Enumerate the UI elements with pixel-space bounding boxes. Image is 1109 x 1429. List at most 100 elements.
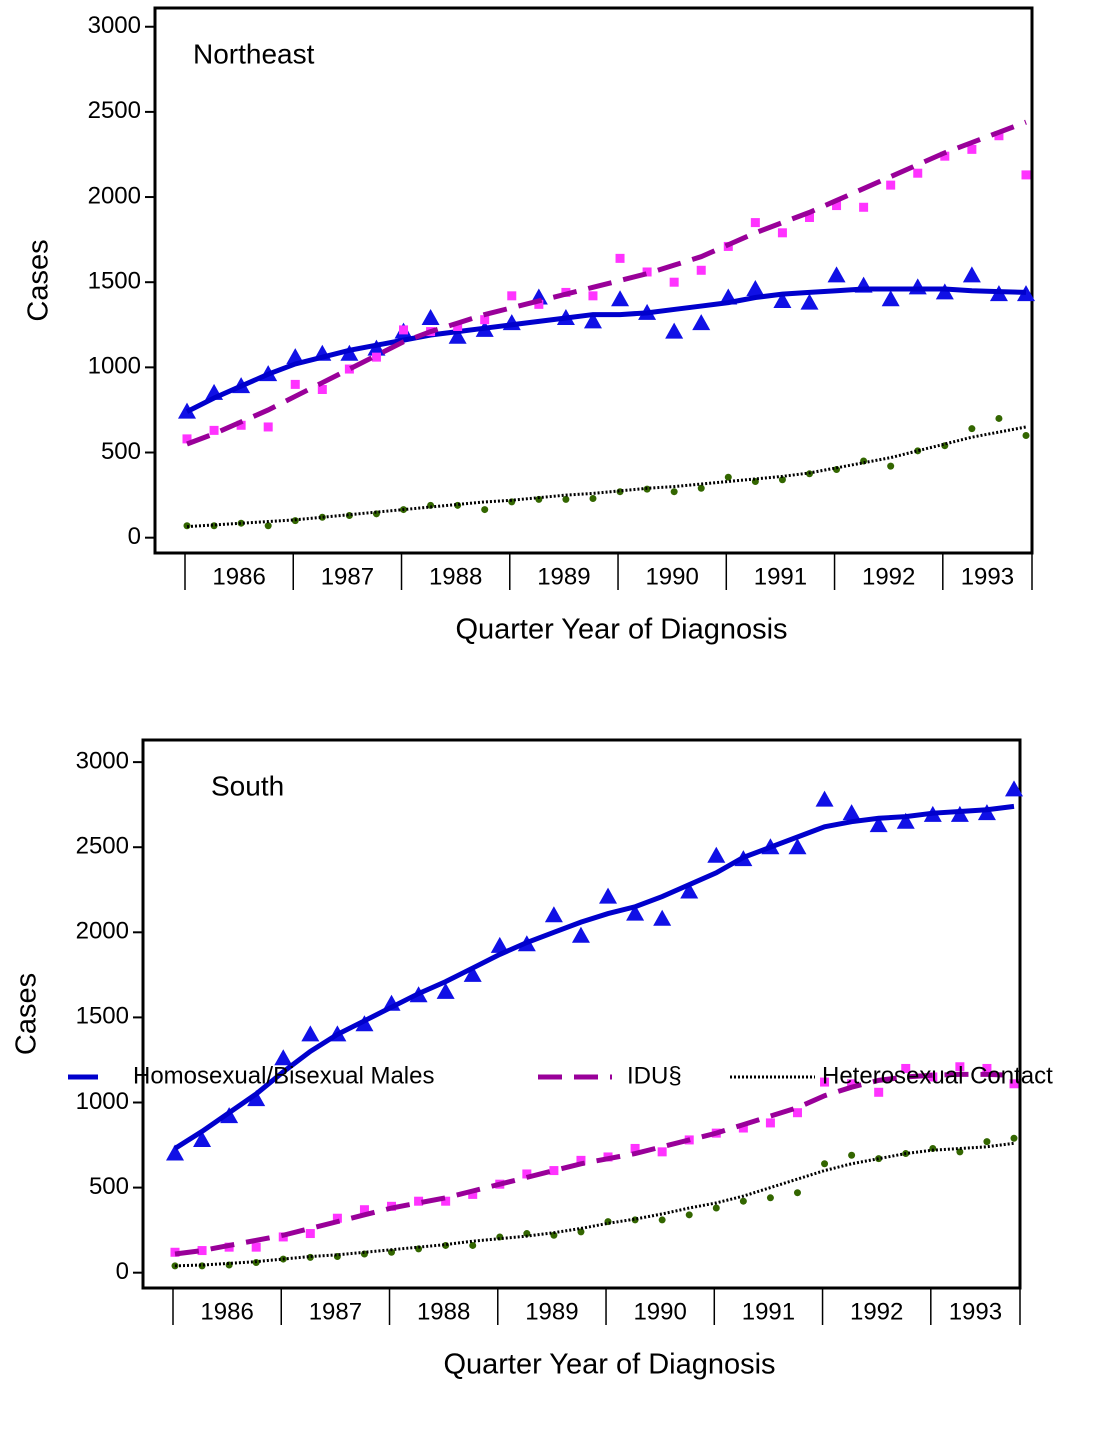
point-marker	[766, 1194, 774, 1202]
point-marker	[874, 1087, 884, 1097]
point-marker	[750, 218, 760, 228]
point-marker	[571, 926, 590, 943]
y-tick-label: 3000	[88, 12, 141, 39]
x-tick-label: 1990	[645, 563, 698, 590]
point-marker	[692, 314, 711, 331]
point-marker	[1005, 780, 1023, 797]
x-tick-label: 1986	[200, 1298, 253, 1325]
trend-line	[174, 1141, 1015, 1268]
x-tick-label: 1988	[417, 1298, 470, 1325]
point-marker	[522, 1169, 532, 1179]
point-marker	[453, 321, 463, 331]
point-marker	[815, 790, 834, 807]
point-marker	[1022, 431, 1030, 439]
point-marker	[318, 513, 326, 521]
point-marker	[788, 838, 807, 855]
point-marker	[535, 495, 543, 503]
y-tick-label: 500	[89, 1173, 129, 1200]
point-marker	[544, 906, 563, 923]
point-marker	[967, 144, 977, 154]
point-marker	[842, 804, 861, 821]
trend-line	[174, 1071, 1015, 1257]
x-tick-label: 1992	[862, 563, 915, 590]
point-marker	[746, 280, 765, 297]
x-tick-label: 1990	[633, 1298, 686, 1325]
point-marker	[359, 1205, 369, 1215]
point-marker	[562, 495, 570, 503]
point-marker	[820, 1077, 830, 1087]
point-marker	[697, 484, 705, 492]
y-tick-label: 1500	[88, 268, 141, 295]
x-tick-label: 1991	[742, 1298, 795, 1325]
point-marker	[193, 1130, 212, 1147]
point-marker	[626, 904, 645, 921]
point-marker	[166, 1144, 184, 1161]
x-tick-label: 1989	[537, 563, 590, 590]
point-marker	[371, 352, 381, 362]
point-marker	[344, 364, 354, 374]
point-marker	[653, 909, 672, 926]
point-marker	[955, 1062, 965, 1072]
point-marker	[724, 473, 732, 481]
x-tick-label: 1989	[525, 1298, 578, 1325]
point-marker	[399, 325, 409, 335]
legend-label: Homosexual/Bisexual Males	[133, 1062, 434, 1089]
point-marker	[237, 519, 245, 527]
point-marker	[468, 1189, 478, 1199]
point-marker	[1009, 1079, 1019, 1089]
point-marker	[777, 228, 787, 238]
point-marker	[630, 1143, 640, 1153]
point-marker	[247, 1090, 266, 1107]
point-marker	[236, 420, 246, 430]
x-tick-label: 1991	[754, 563, 807, 590]
point-marker	[792, 1108, 802, 1118]
point-marker	[301, 1025, 320, 1042]
y-tick-label: 1000	[76, 1088, 129, 1115]
point-marker	[549, 1166, 559, 1176]
point-marker	[523, 1230, 531, 1238]
y-tick-label: 1500	[76, 1003, 129, 1030]
point-marker	[642, 267, 652, 277]
point-marker	[611, 290, 630, 307]
point-marker	[827, 266, 846, 283]
point-marker	[739, 1197, 747, 1205]
point-marker	[738, 1123, 748, 1133]
point-marker	[1021, 170, 1031, 180]
trend-line	[185, 286, 1027, 414]
point-marker	[832, 201, 842, 211]
point-marker	[821, 1160, 829, 1168]
point-marker	[940, 151, 950, 161]
point-marker	[773, 291, 792, 308]
point-marker	[388, 1248, 396, 1256]
point-marker	[657, 1147, 667, 1157]
legend-label: IDU§	[627, 1062, 682, 1089]
point-marker	[712, 1204, 720, 1212]
point-marker	[182, 434, 192, 444]
point-marker	[665, 322, 684, 339]
point-marker	[615, 253, 625, 263]
point-marker	[583, 312, 602, 329]
point-marker	[305, 1229, 315, 1239]
y-tick-label: 2000	[88, 182, 141, 209]
panel-title: Northeast	[193, 38, 315, 69]
plot-frame	[153, 6, 1034, 555]
y-tick-label: 1000	[88, 353, 141, 380]
y-tick-label: 2500	[76, 833, 129, 860]
point-marker	[589, 495, 597, 502]
point-marker	[901, 1063, 911, 1073]
x-tick-label: 1993	[949, 1298, 1002, 1325]
point-marker	[480, 315, 490, 325]
point-marker	[707, 846, 726, 863]
point-marker	[869, 816, 888, 833]
point-marker	[913, 168, 923, 178]
point-marker	[956, 1148, 964, 1156]
point-marker	[859, 202, 869, 212]
point-marker	[332, 1213, 342, 1223]
point-marker	[421, 308, 440, 325]
point-marker	[550, 1231, 558, 1239]
point-marker	[833, 466, 841, 474]
point-marker	[793, 1189, 801, 1197]
x-tick-label: 1992	[850, 1298, 903, 1325]
point-marker	[263, 422, 273, 432]
point-marker	[599, 887, 618, 904]
